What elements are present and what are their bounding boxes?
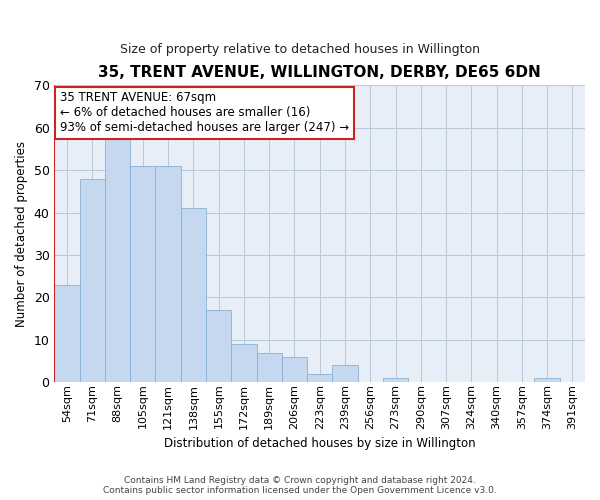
- Text: 35 TRENT AVENUE: 67sqm
← 6% of detached houses are smaller (16)
93% of semi-deta: 35 TRENT AVENUE: 67sqm ← 6% of detached …: [60, 92, 349, 134]
- Bar: [206, 310, 231, 382]
- Bar: [257, 352, 282, 382]
- Bar: [282, 357, 307, 382]
- Bar: [535, 378, 560, 382]
- Bar: [383, 378, 408, 382]
- Bar: [130, 166, 155, 382]
- Bar: [105, 136, 130, 382]
- Bar: [80, 178, 105, 382]
- Title: 35, TRENT AVENUE, WILLINGTON, DERBY, DE65 6DN: 35, TRENT AVENUE, WILLINGTON, DERBY, DE6…: [98, 65, 541, 80]
- Text: Size of property relative to detached houses in Willington: Size of property relative to detached ho…: [120, 42, 480, 56]
- X-axis label: Distribution of detached houses by size in Willington: Distribution of detached houses by size …: [164, 437, 476, 450]
- Y-axis label: Number of detached properties: Number of detached properties: [15, 141, 28, 327]
- Bar: [332, 366, 358, 382]
- Bar: [181, 208, 206, 382]
- Bar: [155, 166, 181, 382]
- Bar: [55, 284, 80, 382]
- Text: Contains HM Land Registry data © Crown copyright and database right 2024.
Contai: Contains HM Land Registry data © Crown c…: [103, 476, 497, 495]
- Bar: [231, 344, 257, 383]
- Bar: [307, 374, 332, 382]
